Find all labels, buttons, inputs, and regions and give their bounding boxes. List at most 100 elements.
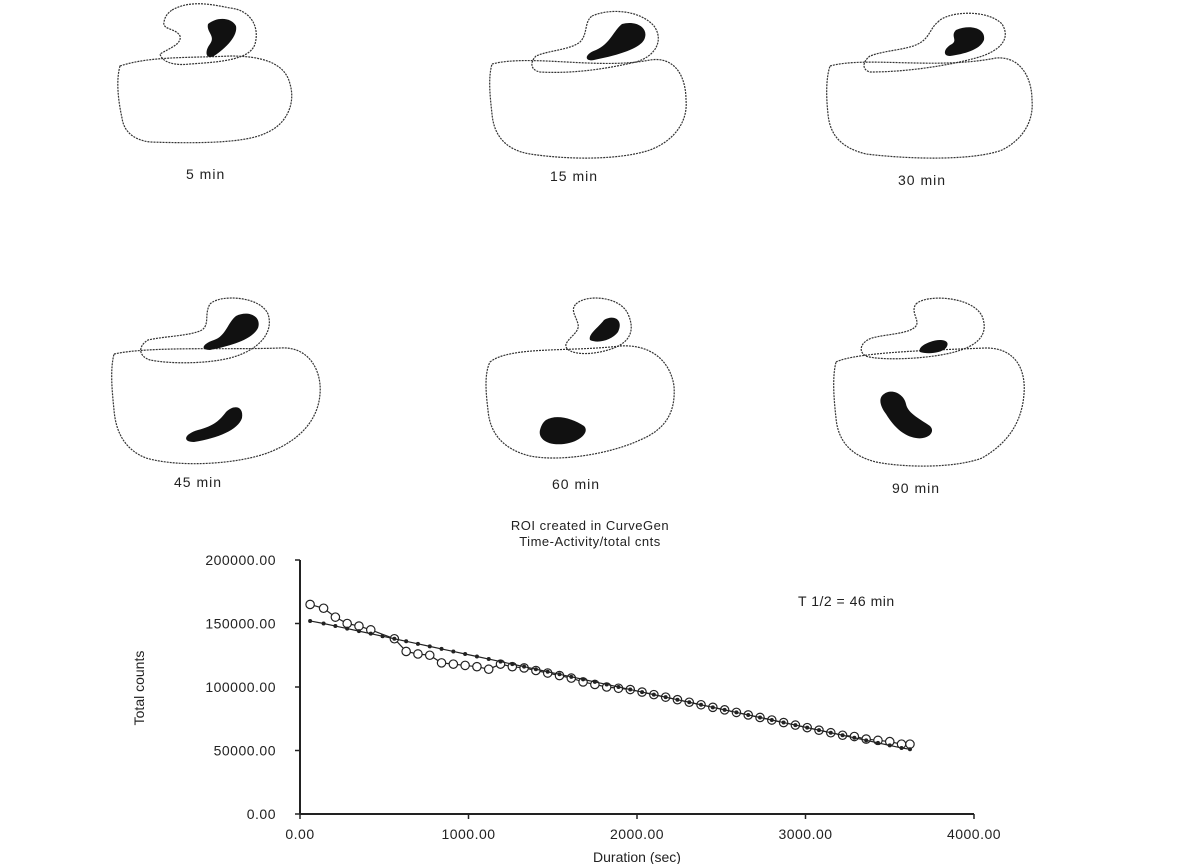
stomach-fundus-outline: [863, 12, 1006, 73]
panel-label: 45 min: [174, 474, 223, 490]
stomach-antrum-outline: [489, 58, 687, 159]
data-point-filled: [486, 657, 491, 662]
y-tick-label: 150000.00: [205, 616, 276, 632]
panel-label: 5 min: [186, 166, 226, 182]
y-axis-title: Total counts: [131, 651, 147, 726]
data-point-filled: [415, 641, 420, 646]
panel-label: 90 min: [892, 480, 941, 496]
stomach-antrum-outline: [485, 345, 675, 459]
tracer-activity-blot: [944, 27, 985, 56]
data-point-open: [318, 603, 329, 614]
scan-panel-5-min: 5 min: [110, 0, 310, 200]
data-point-filled: [345, 626, 350, 631]
data-point-filled: [805, 725, 810, 730]
data-point-filled: [474, 654, 479, 659]
tracer-activity-blot: [586, 22, 646, 61]
y-tick-label: 200000.00: [205, 552, 276, 568]
data-point-filled: [746, 712, 751, 717]
stomach-scan-image: [833, 297, 1025, 467]
scan-panel-30-min: 30 min: [826, 0, 1046, 200]
stomach-antrum-outline: [111, 347, 321, 465]
stomach-antrum-outline: [117, 55, 293, 144]
data-point-filled: [404, 639, 409, 644]
data-point-filled: [557, 672, 562, 677]
stomach-fundus-outline: [159, 3, 257, 66]
data-point-filled: [451, 649, 456, 654]
data-point-filled: [816, 728, 821, 733]
stomach-scan-image: [826, 12, 1033, 159]
stomach-antrum-outline: [833, 347, 1025, 467]
stomach-scan-image: [117, 3, 293, 144]
half-life-annotation: T 1/2 = 46 min: [798, 593, 895, 609]
x-tick-label: 2000.00: [610, 826, 664, 842]
data-point-open: [330, 612, 341, 622]
data-point-filled: [628, 687, 633, 692]
data-point-filled: [840, 733, 845, 738]
data-point-open: [401, 646, 411, 657]
data-point-filled: [793, 723, 798, 728]
stomach-scan-image: [485, 297, 675, 459]
data-point-filled: [392, 636, 397, 641]
data-point-filled: [722, 707, 727, 712]
data-point-filled: [498, 659, 503, 664]
data-point-filled: [533, 667, 538, 672]
y-tick-label: 0.00: [247, 806, 276, 822]
x-tick-label: 3000.00: [778, 826, 832, 842]
stomach-fundus-outline: [860, 297, 985, 360]
data-point-filled: [710, 705, 715, 710]
data-point-filled: [852, 735, 857, 740]
data-point-open: [448, 659, 459, 669]
tracer-activity-blot: [539, 417, 586, 445]
data-point-filled: [427, 644, 432, 649]
data-point-filled: [308, 618, 313, 623]
data-point-open: [424, 650, 435, 661]
panel-label: 15 min: [550, 168, 599, 184]
tracer-activity-blot: [206, 18, 237, 58]
series-line: [309, 620, 911, 750]
data-point-filled: [864, 738, 869, 743]
data-point-filled: [581, 677, 586, 682]
data-point-filled: [687, 700, 692, 705]
data-point-filled: [356, 629, 361, 634]
tracer-activity-blot: [589, 317, 620, 342]
y-tick-label: 100000.00: [205, 679, 276, 695]
series-line: [309, 603, 910, 745]
data-point-filled: [758, 715, 763, 720]
stomach-scan-image: [111, 297, 321, 465]
data-point-open: [354, 621, 364, 631]
data-point-filled: [321, 621, 326, 626]
data-point-filled: [463, 651, 468, 656]
chart-title: ROI created in CurveGen: [510, 518, 670, 533]
data-point-filled: [439, 646, 444, 651]
x-tick-label: 4000.00: [947, 826, 1001, 842]
chart-subtitle: Time-Activity/total cnts: [519, 534, 661, 549]
data-point-filled: [604, 682, 609, 687]
data-point-filled: [651, 692, 656, 697]
data-point-open: [460, 660, 470, 671]
data-point-filled: [734, 710, 739, 715]
data-point-open: [413, 649, 423, 659]
data-point-filled: [699, 702, 704, 707]
data-point-filled: [616, 685, 621, 689]
data-point-filled: [907, 747, 912, 752]
data-point-filled: [569, 674, 574, 679]
stomach-scan-image: [489, 10, 687, 159]
data-point-filled: [522, 664, 527, 669]
panel-label: 60 min: [552, 476, 601, 492]
x-axis-title: Duration (sec): [593, 849, 681, 864]
data-point-filled: [545, 669, 550, 674]
data-point-filled: [510, 662, 515, 667]
data-point-filled: [663, 695, 668, 700]
scan-panel-60-min: 60 min: [480, 290, 700, 500]
data-point-open: [436, 658, 447, 668]
data-point-filled: [887, 743, 892, 748]
scan-panel-15-min: 15 min: [480, 0, 700, 200]
tracer-activity-blot: [919, 340, 948, 354]
data-point-filled: [899, 745, 904, 750]
data-point-open: [342, 618, 352, 629]
tracer-activity-blot: [203, 313, 259, 350]
data-point-filled: [592, 679, 597, 684]
data-point-filled: [333, 624, 338, 629]
y-tick-label: 50000.00: [214, 743, 276, 759]
